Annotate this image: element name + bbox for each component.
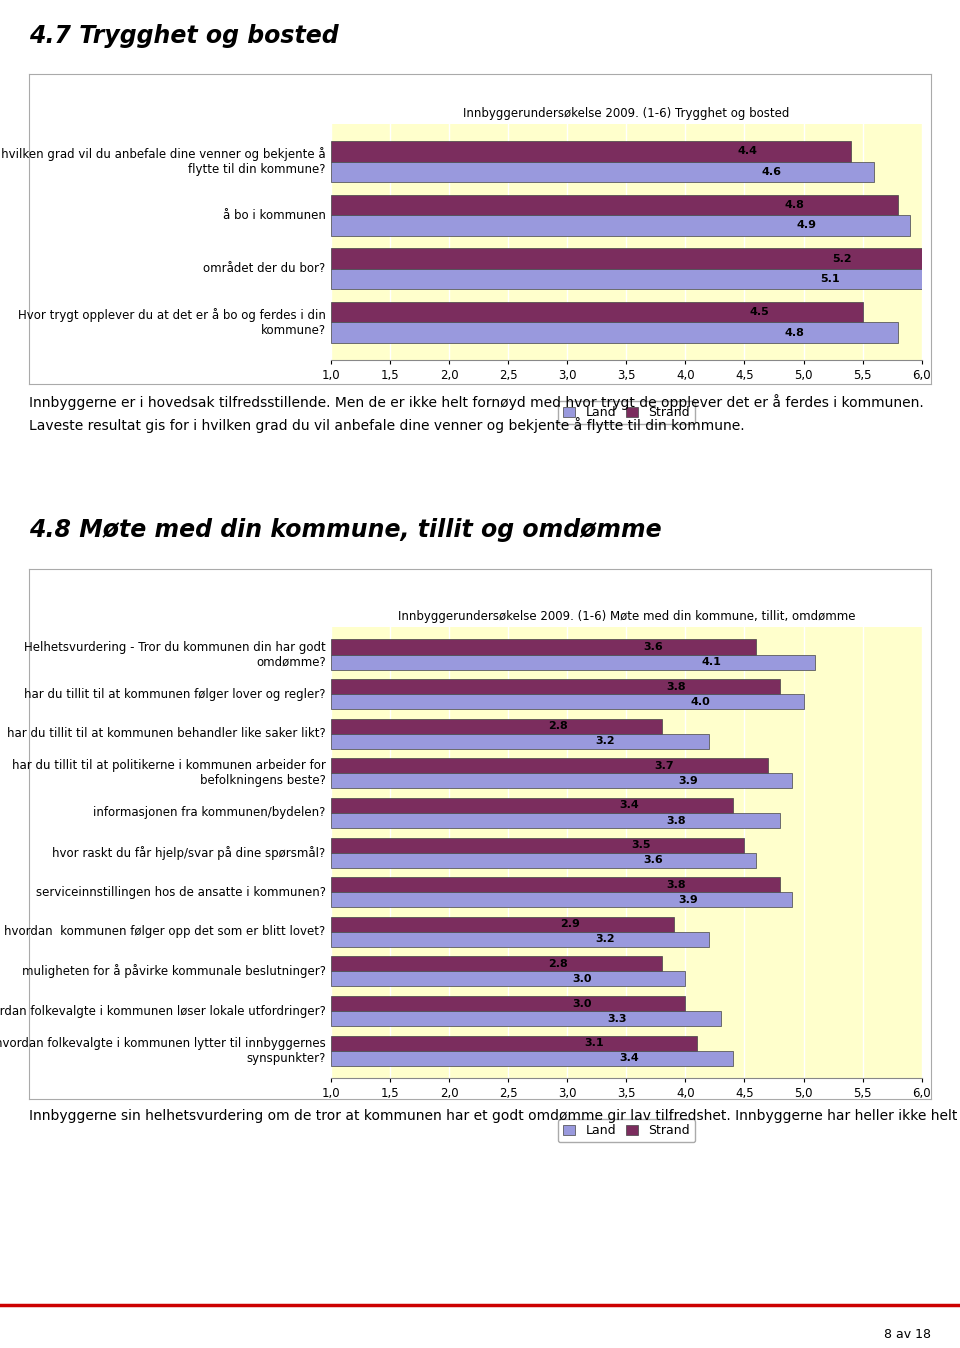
Text: 3.1: 3.1 [584,1038,604,1049]
Bar [331,892,792,907]
Bar [331,733,709,749]
Bar [331,931,709,946]
Bar [331,852,756,868]
Text: 2.8: 2.8 [548,721,568,731]
Bar [331,679,780,694]
Text: 4.8: 4.8 [784,328,804,337]
Bar [331,718,661,733]
Text: 3.5: 3.5 [631,840,651,851]
Text: 4.7 Trygghet og bosted: 4.7 Trygghet og bosted [29,24,339,49]
Text: 4.8 Møte med din kommune, tillit og omdømme: 4.8 Møte med din kommune, tillit og omdø… [29,519,661,542]
Bar [331,216,910,236]
Text: 3.8: 3.8 [666,682,686,692]
Text: 4.5: 4.5 [749,307,769,317]
Text: 3.6: 3.6 [643,642,662,652]
Text: 3.9: 3.9 [679,776,698,786]
Legend: Land, Strand: Land, Strand [558,1119,695,1142]
Bar [331,878,780,892]
Bar [331,1035,697,1050]
Text: 4.9: 4.9 [797,220,816,231]
Text: 4.1: 4.1 [702,656,722,667]
Text: 4.4: 4.4 [737,147,757,156]
Text: 3.2: 3.2 [596,934,615,945]
Text: 3.2: 3.2 [596,736,615,747]
Text: 3.7: 3.7 [655,760,674,771]
Text: 3.4: 3.4 [619,801,639,810]
Bar [331,956,661,972]
Bar [331,248,946,268]
Text: 5.1: 5.1 [820,274,840,284]
Bar [331,142,851,162]
Bar [331,837,745,852]
Bar [331,1050,732,1066]
Text: 3.3: 3.3 [608,1014,627,1023]
Text: 3.0: 3.0 [572,999,591,1008]
Title: Innbyggerundersøkelse 2009. (1-6) Møte med din kommune, tillit, omdømme: Innbyggerundersøkelse 2009. (1-6) Møte m… [397,609,855,623]
Text: 4.0: 4.0 [690,697,709,706]
Text: Innbyggerne sin helhetsvurdering om de tror at kommunen har et godt omdømme gir : Innbyggerne sin helhetsvurdering om de t… [29,1107,960,1123]
Bar [331,162,875,182]
Bar [331,972,685,987]
Text: 5.2: 5.2 [832,253,852,264]
Title: Innbyggerundersøkelse 2009. (1-6) Trygghet og bosted: Innbyggerundersøkelse 2009. (1-6) Tryggh… [464,106,789,120]
Bar [331,655,815,670]
Bar [331,759,768,774]
Text: 2.8: 2.8 [548,958,568,969]
Bar [331,194,898,216]
Bar [331,774,792,789]
Text: 3.6: 3.6 [643,855,662,865]
Text: Innbyggerne er i hovedsak tilfredsstillende. Men de er ikke helt fornøyd med hvo: Innbyggerne er i hovedsak tilfredsstille… [29,394,924,433]
Bar [331,694,804,709]
Bar [331,302,862,322]
Text: 4.8: 4.8 [784,200,804,210]
Text: 3.0: 3.0 [572,975,591,984]
Text: 4.6: 4.6 [761,167,781,177]
Bar [331,813,780,828]
Bar [331,322,898,342]
Bar [331,1011,721,1026]
Text: 3.8: 3.8 [666,816,686,825]
Bar [331,639,756,655]
Text: 3.4: 3.4 [619,1053,639,1064]
Bar [331,917,674,931]
Text: 3.8: 3.8 [666,880,686,890]
Legend: Land, Strand: Land, Strand [558,402,695,425]
Text: 2.9: 2.9 [561,919,580,929]
Bar [331,996,685,1011]
Bar [331,798,732,813]
Text: 8 av 18: 8 av 18 [884,1328,931,1341]
Bar [331,268,933,288]
Text: 3.9: 3.9 [679,895,698,905]
